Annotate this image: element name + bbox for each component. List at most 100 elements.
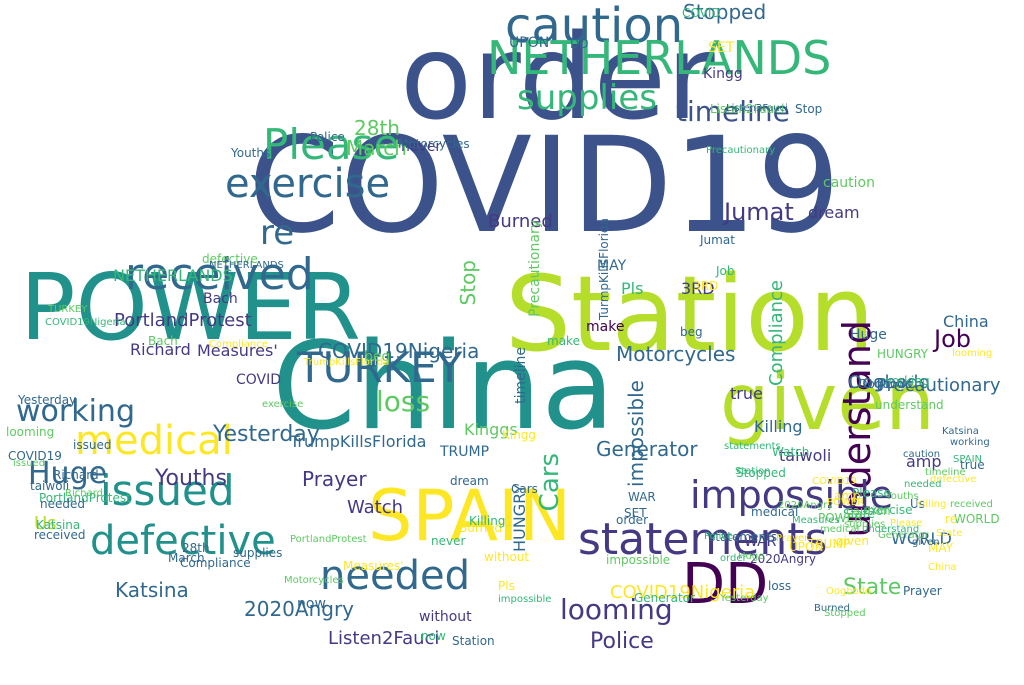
word-defective: defective [202, 251, 258, 266]
word-taiwoli: taiwoli [779, 446, 832, 466]
word-china: China [943, 312, 989, 332]
word-listen2fauci: Listen2Fauci [726, 102, 788, 114]
word-never: never [431, 533, 466, 548]
word-richard: Richard [53, 467, 99, 482]
word-order: order [616, 512, 648, 527]
word-covid19nigeria: COVID19Nigeria [45, 316, 126, 328]
word-issued: issued [73, 437, 112, 452]
word-compliance: Compliance [209, 338, 268, 350]
word-burned: Burned [488, 210, 553, 232]
word-make: make [547, 333, 580, 348]
word-power: POWER [827, 496, 865, 508]
word-working: working [950, 436, 990, 448]
word-job: Job [716, 263, 735, 278]
word-youths: Youths [886, 490, 919, 502]
word-given: given [836, 533, 870, 548]
word-please: Please [263, 120, 400, 170]
word-defective: defective [930, 473, 977, 485]
word-trumpkillsflorida: TrumpKillsFlorida [290, 432, 427, 452]
word-kingg: Kingg [502, 427, 537, 442]
word-set: SET [624, 505, 647, 520]
word-portlandprotest: PortlandProtest [39, 490, 131, 505]
word-spain: SPAIN [368, 474, 572, 557]
word-set: SET [708, 40, 735, 57]
word-3rd: 3RD [693, 278, 719, 293]
word-compliance: Compliance [766, 280, 787, 386]
word-station: Station [452, 633, 495, 648]
word-china: China [272, 318, 615, 457]
word-order: order [720, 552, 747, 564]
word-caution: caution [505, 0, 684, 54]
word-state: State [936, 527, 963, 539]
word-taiwoli: taiwoli [30, 478, 70, 493]
word-without: without [419, 609, 472, 626]
word-yesterday: Yesterday [18, 392, 77, 407]
word-killing: Killing [916, 498, 947, 510]
word-28th: 28th [354, 116, 400, 140]
word-world: WORLD [954, 511, 1000, 526]
word-march: March [346, 136, 407, 160]
word-compliance: Compliance [180, 555, 251, 570]
word-watch: Watch [772, 444, 810, 459]
word-station: Station [505, 252, 875, 375]
word-yesterday: Yesterday [720, 592, 769, 604]
word-measures: Measures' [343, 558, 404, 573]
word-generator: Generator [634, 590, 695, 605]
word-working: working [882, 373, 930, 388]
word-re: re [260, 213, 295, 254]
word-china: China [928, 561, 957, 573]
word-may: MAY [928, 540, 953, 555]
word-portlandprotest: PortlandProtest [114, 309, 252, 331]
word-received: received [125, 248, 314, 300]
word-huge: Huge [850, 327, 887, 344]
word-power: POWER [818, 510, 863, 525]
word-march: March [168, 550, 205, 565]
word-covid19: COVID19 [812, 475, 857, 487]
word-2020angry: 2020Angry [750, 551, 817, 566]
word-portlandprotest: PortlandProtest [290, 533, 367, 545]
word-stop: Stop [795, 101, 823, 116]
word-killing: Killing [469, 513, 506, 528]
word-trump: TRUMP [440, 444, 490, 461]
word-supplies: supplies [517, 78, 657, 119]
word-trump: TRUMP [808, 536, 851, 551]
word-exercise: exercise [262, 398, 304, 410]
word-katsina: Katsina [36, 517, 81, 532]
word-trumpkillsflorida: TrumpKillsFlorida [304, 356, 390, 368]
word-impossible: impossible [624, 380, 648, 487]
word-supplies: supplies [844, 518, 886, 530]
word-exercise: exercise [225, 161, 391, 207]
word-watch: Watch [347, 496, 404, 518]
word-job: Job [934, 324, 971, 353]
word-issued: issued [13, 457, 46, 469]
word-please: Please [852, 485, 891, 500]
word-covid: COVID [682, 5, 721, 20]
word-youths: Youths [231, 145, 271, 160]
word-received: received [950, 498, 993, 510]
word-timeline: timeline [925, 466, 966, 478]
word-medical: medical [751, 504, 799, 519]
word-measures: Measures' [792, 514, 843, 526]
word-needed: needed [40, 496, 85, 511]
word-turkey: TURKEY [48, 303, 88, 315]
word-make: make [586, 319, 625, 336]
word-generator: Generator [878, 529, 929, 541]
word-oogbodo: Oogbodo [858, 376, 913, 391]
word-prayer: Prayer [776, 532, 809, 544]
word-precautionary: Precautionary [876, 374, 1001, 396]
word-police: Police [310, 129, 345, 144]
word-exercise: exercise [863, 502, 913, 517]
word-prayer: Prayer [302, 467, 367, 491]
word-stopped: Stopped [824, 607, 866, 619]
word-netherlands: NETHERLANDS [487, 30, 832, 85]
word-richard: Richard [130, 340, 191, 360]
word-generator: Generator [596, 437, 698, 461]
word-dream: dream [450, 473, 489, 488]
word-burned: Burned [814, 602, 850, 614]
word-medical: medical [75, 418, 233, 464]
word-hungry: HUNGRY [877, 346, 928, 361]
word-2020angry: 2020Angry [244, 597, 355, 621]
word-listen2fauci: Listen2Fauci [328, 627, 440, 649]
word-bach: Bach [203, 291, 238, 308]
